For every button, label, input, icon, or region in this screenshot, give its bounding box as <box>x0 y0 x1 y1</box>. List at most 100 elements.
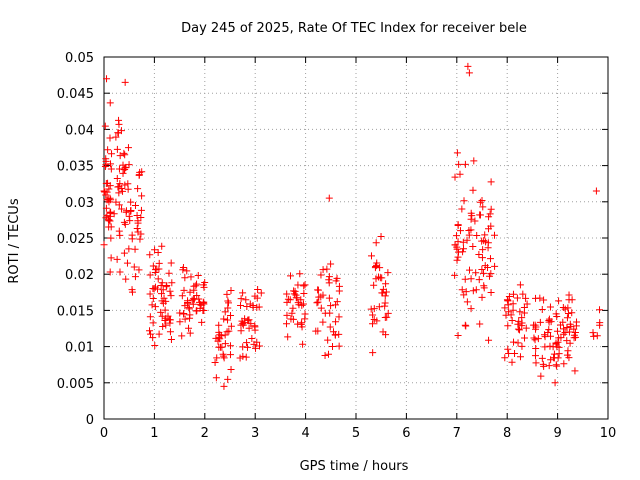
x-tick-label: 6 <box>402 426 410 441</box>
data-point <box>166 287 174 295</box>
data-point <box>373 317 381 325</box>
data-point <box>589 329 597 337</box>
data-point <box>123 259 131 267</box>
data-point <box>131 273 139 281</box>
y-tick-label: 0.01 <box>65 341 94 356</box>
data-point <box>224 304 232 312</box>
data-point <box>151 266 159 274</box>
data-point <box>479 269 487 277</box>
data-point <box>463 298 471 306</box>
data-point <box>541 343 549 351</box>
data-point <box>181 274 189 282</box>
data-point <box>378 274 386 282</box>
data-point <box>226 351 234 359</box>
x-tick-label: 5 <box>352 426 360 441</box>
data-point <box>324 350 332 358</box>
data-point <box>545 326 553 334</box>
data-point <box>314 286 322 294</box>
data-point <box>381 302 389 310</box>
data-point <box>504 297 512 305</box>
data-point <box>106 134 114 142</box>
data-point <box>162 321 170 329</box>
data-point <box>137 230 145 238</box>
data-point <box>373 261 381 269</box>
data-point <box>324 336 332 344</box>
data-point <box>329 342 337 350</box>
data-point <box>101 122 109 130</box>
data-point <box>107 160 115 168</box>
data-point <box>299 300 307 308</box>
data-point <box>470 157 478 165</box>
data-point <box>149 319 157 327</box>
data-point <box>467 215 475 223</box>
data-point <box>158 312 166 320</box>
data-point <box>121 181 129 189</box>
data-point <box>131 245 139 253</box>
data-point <box>335 282 343 290</box>
data-point <box>194 272 202 280</box>
data-point <box>115 120 123 128</box>
data-point <box>478 254 486 262</box>
data-point <box>504 345 512 353</box>
y-tick-label: 0.035 <box>57 160 94 175</box>
data-point <box>138 192 146 200</box>
data-point <box>257 289 265 297</box>
data-point <box>456 170 464 178</box>
data-point <box>106 194 114 202</box>
data-point <box>110 210 118 218</box>
data-point <box>185 324 193 332</box>
data-point <box>313 299 321 307</box>
data-point <box>314 327 322 335</box>
data-point <box>200 283 208 291</box>
data-point <box>551 379 559 387</box>
data-point <box>155 330 163 338</box>
y-tick-label: 0.03 <box>65 196 94 211</box>
data-point <box>382 331 390 339</box>
data-point <box>333 298 341 306</box>
data-point <box>456 227 464 235</box>
data-point <box>220 382 228 390</box>
data-point <box>522 294 530 302</box>
data-point <box>325 279 333 287</box>
data-point <box>482 238 490 246</box>
data-point <box>133 224 141 232</box>
data-point <box>180 286 188 294</box>
data-point <box>183 267 191 275</box>
data-point <box>166 328 174 336</box>
data-point <box>180 310 188 318</box>
data-point <box>212 334 220 342</box>
data-point <box>146 313 154 321</box>
data-point <box>560 360 568 368</box>
data-point <box>102 155 110 163</box>
data-point <box>227 366 235 374</box>
data-point <box>253 294 261 302</box>
x-tick-label: 0 <box>100 426 108 441</box>
data-point <box>563 323 571 331</box>
y-tick-label: 0 <box>86 413 94 428</box>
data-point <box>555 350 563 358</box>
data-point <box>244 316 252 324</box>
data-point <box>508 317 516 325</box>
y-axis-label: ROTI / TECUs <box>7 198 22 283</box>
data-point <box>536 294 544 302</box>
data-point <box>219 350 227 358</box>
data-point <box>367 252 375 260</box>
data-point <box>301 281 309 289</box>
data-point <box>167 259 175 267</box>
data-point <box>122 163 130 171</box>
data-point <box>516 281 524 289</box>
data-point <box>478 266 486 274</box>
data-point <box>378 289 386 297</box>
data-point <box>181 315 189 323</box>
data-point <box>133 212 141 220</box>
data-point <box>106 209 114 217</box>
data-point <box>467 275 475 283</box>
data-point <box>325 194 333 202</box>
data-point <box>137 206 145 214</box>
y-tick-label: 0.015 <box>57 304 94 319</box>
data-point <box>135 171 143 179</box>
data-point <box>461 160 469 168</box>
data-point <box>120 249 128 257</box>
data-point <box>114 129 122 137</box>
